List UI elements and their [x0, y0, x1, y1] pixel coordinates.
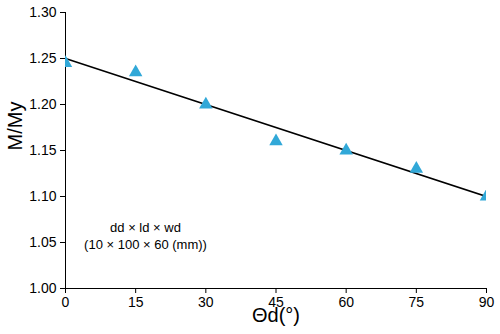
svg-text:1.10: 1.10 [29, 188, 56, 204]
svg-text:1.25: 1.25 [29, 50, 56, 66]
svg-text:1.05: 1.05 [29, 234, 56, 250]
svg-text:(10 × 100 × 60 (mm)): (10 × 100 × 60 (mm)) [84, 237, 207, 252]
svg-text:1.30: 1.30 [29, 4, 56, 20]
svg-text:0: 0 [62, 294, 70, 310]
svg-text:75: 75 [409, 294, 425, 310]
svg-text:15: 15 [128, 294, 144, 310]
svg-text:dd × ld × wd: dd × ld × wd [110, 220, 181, 235]
svg-text:45: 45 [268, 294, 284, 311]
svg-text:1.20: 1.20 [29, 96, 56, 112]
svg-text:Θd(°): Θd(°) [252, 304, 300, 326]
svg-text:M/My: M/My [4, 102, 26, 151]
svg-text:1.15: 1.15 [29, 142, 56, 158]
svg-text:90: 90 [479, 294, 495, 310]
svg-text:60: 60 [338, 294, 354, 310]
svg-text:1.00: 1.00 [29, 280, 56, 296]
svg-text:30: 30 [198, 294, 214, 310]
